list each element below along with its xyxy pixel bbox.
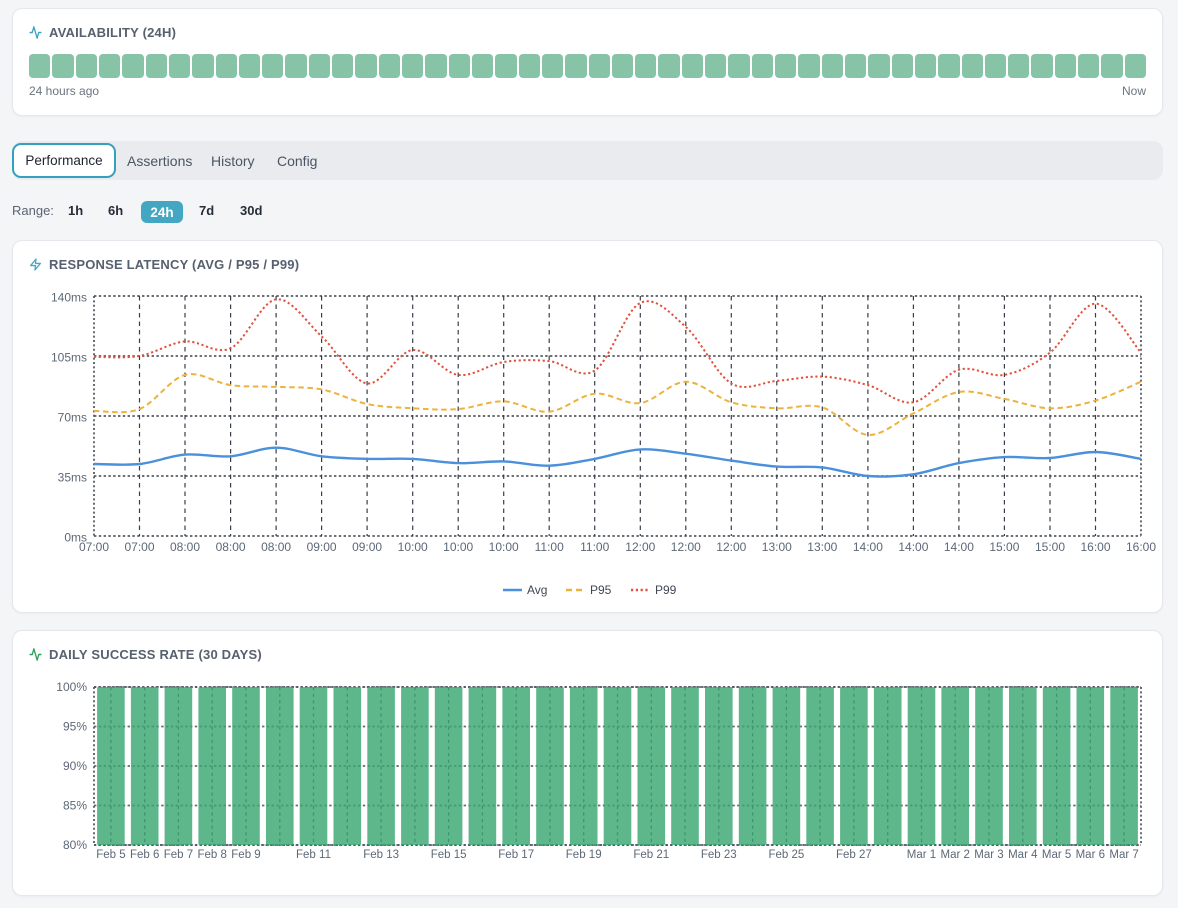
svg-text:Feb 19: Feb 19 [566, 849, 602, 861]
svg-text:Feb 27: Feb 27 [836, 849, 872, 861]
svg-text:Mar 1: Mar 1 [907, 849, 936, 861]
svg-text:13:00: 13:00 [762, 540, 792, 554]
svg-text:Feb 6: Feb 6 [130, 849, 159, 861]
svg-text:Feb 23: Feb 23 [701, 849, 737, 861]
svg-text:P99: P99 [655, 583, 677, 597]
svg-text:Mar 4: Mar 4 [1008, 849, 1038, 861]
svg-text:Feb 25: Feb 25 [768, 849, 804, 861]
svg-text:100%: 100% [56, 680, 87, 694]
svg-text:Feb 11: Feb 11 [296, 849, 331, 861]
svg-text:Mar 2: Mar 2 [940, 849, 969, 861]
svg-text:70ms: 70ms [58, 410, 87, 424]
svg-text:14:00: 14:00 [898, 540, 928, 554]
svg-text:0ms: 0ms [64, 530, 87, 544]
svg-text:08:00: 08:00 [170, 540, 200, 554]
svg-text:P95: P95 [590, 583, 612, 597]
svg-text:11:00: 11:00 [580, 540, 609, 554]
svg-text:Feb 13: Feb 13 [363, 849, 399, 861]
svg-text:15:00: 15:00 [1035, 540, 1065, 554]
svg-text:85%: 85% [63, 799, 87, 813]
svg-text:15:00: 15:00 [989, 540, 1019, 554]
svg-text:16:00: 16:00 [1126, 540, 1156, 554]
svg-text:13:00: 13:00 [807, 540, 837, 554]
svg-text:10:00: 10:00 [489, 540, 519, 554]
svg-text:10:00: 10:00 [443, 540, 473, 554]
svg-text:80%: 80% [63, 838, 87, 852]
svg-text:Avg: Avg [527, 583, 547, 597]
svg-text:14:00: 14:00 [853, 540, 883, 554]
svg-text:Mar 5: Mar 5 [1042, 849, 1071, 861]
svg-text:90%: 90% [63, 759, 87, 773]
svg-text:14:00: 14:00 [944, 540, 974, 554]
svg-text:07:00: 07:00 [79, 540, 109, 554]
svg-text:09:00: 09:00 [307, 540, 337, 554]
svg-text:Feb 21: Feb 21 [633, 849, 669, 861]
svg-text:Mar 6: Mar 6 [1076, 849, 1105, 861]
svg-text:35ms: 35ms [58, 470, 87, 484]
svg-text:95%: 95% [63, 720, 87, 734]
svg-text:Feb 9: Feb 9 [231, 849, 260, 861]
svg-text:Feb 8: Feb 8 [197, 849, 226, 861]
svg-text:10:00: 10:00 [398, 540, 428, 554]
svg-text:Mar 7: Mar 7 [1109, 849, 1138, 861]
svg-text:Feb 15: Feb 15 [431, 849, 467, 861]
svg-text:Feb 7: Feb 7 [164, 849, 193, 861]
svg-text:Feb 5: Feb 5 [96, 849, 125, 861]
svg-text:12:00: 12:00 [716, 540, 746, 554]
svg-text:105ms: 105ms [51, 350, 87, 364]
svg-text:07:00: 07:00 [124, 540, 154, 554]
svg-text:16:00: 16:00 [1080, 540, 1110, 554]
svg-text:Feb 17: Feb 17 [498, 849, 534, 861]
svg-text:12:00: 12:00 [671, 540, 701, 554]
svg-text:12:00: 12:00 [625, 540, 655, 554]
svg-text:11:00: 11:00 [535, 540, 564, 554]
svg-text:09:00: 09:00 [352, 540, 382, 554]
svg-text:08:00: 08:00 [216, 540, 246, 554]
svg-text:Mar 3: Mar 3 [974, 849, 1003, 861]
svg-text:08:00: 08:00 [261, 540, 291, 554]
svg-text:140ms: 140ms [51, 290, 87, 304]
